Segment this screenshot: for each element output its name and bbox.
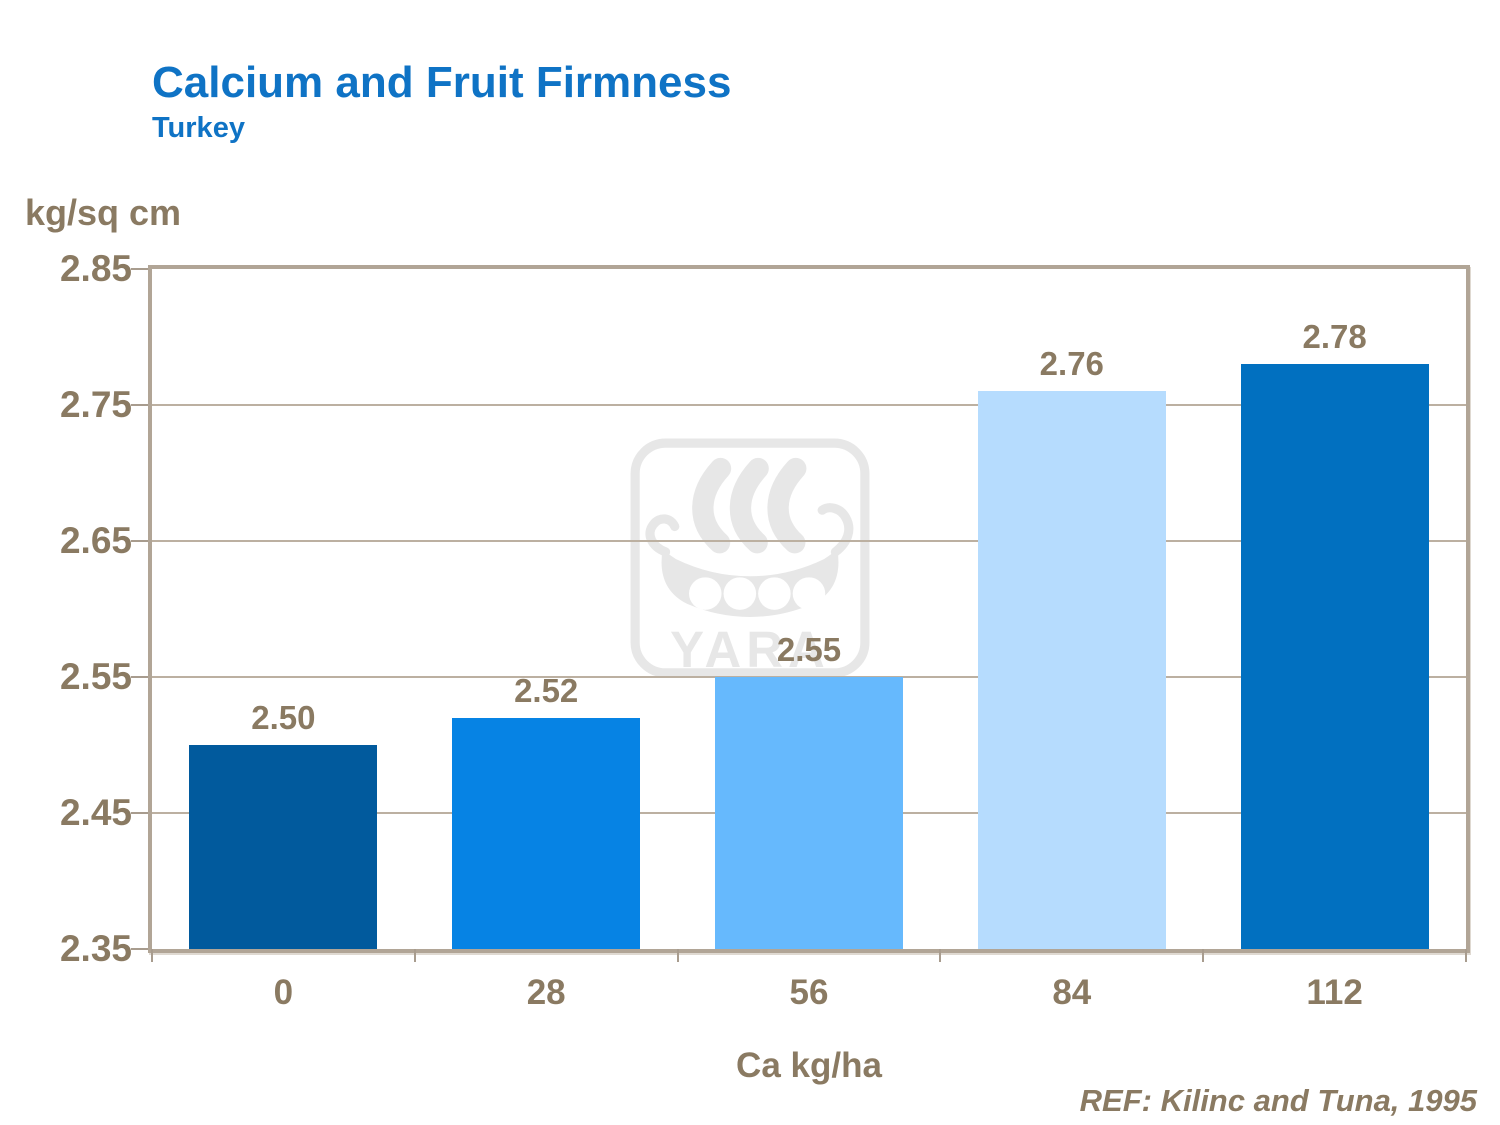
- y-axis-tick-label: 2.45: [59, 792, 132, 833]
- bar-value-label: 2.52: [514, 671, 579, 709]
- y-axis-tick: [131, 948, 148, 950]
- x-axis-title: Ca kg/ha: [736, 1046, 882, 1085]
- y-axis-tick-label: 2.35: [59, 928, 132, 969]
- ship-sails: [692, 457, 807, 554]
- y-axis-tick: [131, 404, 148, 406]
- x-axis-category-label: 56: [789, 973, 829, 1012]
- y-axis-tick-label: 2.55: [59, 656, 132, 697]
- x-axis-tick: [939, 949, 942, 962]
- y-axis-tick-label: 2.85: [59, 248, 132, 289]
- bar-value-label: 2.76: [1039, 345, 1104, 383]
- y-grid-line: [152, 404, 1466, 406]
- bar: [189, 745, 378, 949]
- bar: [977, 391, 1166, 949]
- x-axis-tick: [413, 949, 416, 962]
- bar: [452, 717, 641, 949]
- y-axis-tick: [131, 540, 148, 542]
- y-axis-tick-label: 2.65: [59, 520, 132, 561]
- chart-title: Calcium and Fruit Firmness: [152, 58, 732, 107]
- bar-value-label: 2.78: [1302, 318, 1367, 356]
- x-axis-tick: [1465, 949, 1467, 962]
- y-axis-tick: [131, 268, 148, 270]
- x-axis-category-label: 0: [273, 973, 294, 1012]
- y-axis-tick-label: 2.75: [59, 384, 132, 425]
- y-axis-tick: [131, 812, 148, 814]
- bar-value-label: 2.55: [776, 631, 842, 668]
- watermark-text: YARA: [670, 621, 830, 678]
- x-axis-tick: [1202, 949, 1205, 962]
- x-axis-category-label: 112: [1306, 973, 1363, 1012]
- plot-area: YARA 2.50 2.52 2.55 2.76 2.78: [148, 265, 1470, 962]
- y-grid-line: [152, 540, 1466, 542]
- x-axis-tick: [676, 949, 679, 962]
- y-axis-unit-label: kg/sq cm: [25, 192, 182, 233]
- bar-value-label: 2.50: [251, 699, 316, 736]
- reference-citation: REF: Kilinc and Tuna, 1995: [1079, 1083, 1477, 1118]
- bar: [1240, 364, 1429, 949]
- y-axis-tick: [131, 676, 148, 678]
- x-axis-category-label: 84: [1052, 973, 1092, 1012]
- x-axis-tick: [151, 949, 153, 962]
- ship-hull: [645, 503, 854, 617]
- chart-subtitle: Turkey: [152, 112, 245, 144]
- x-axis-category-label: 28: [526, 973, 566, 1012]
- yara-viking-ship-watermark-icon: YARA: [630, 438, 870, 678]
- bar: [715, 677, 903, 949]
